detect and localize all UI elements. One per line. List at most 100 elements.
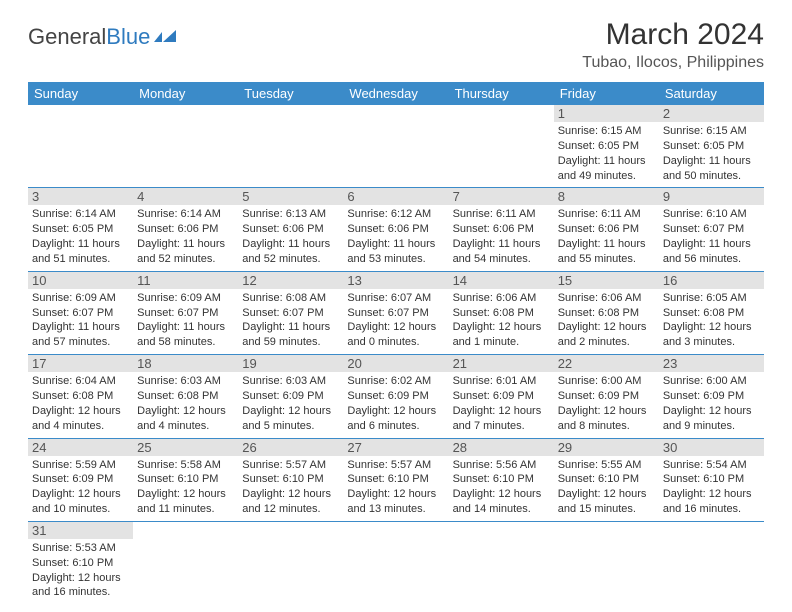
calendar-cell: 6 Sunrise: 6:12 AMSunset: 6:06 PMDaylight… (343, 188, 448, 271)
calendar-cell: 11Sunrise: 6:09 AMSunset: 6:07 PMDayligh… (133, 271, 238, 354)
cell-details: Sunrise: 5:55 AMSunset: 6:10 PMDaylight:… (558, 458, 655, 517)
cell-line: and 55 minutes. (558, 252, 655, 267)
cell-details: Sunrise: 6:03 AMSunset: 6:08 PMDaylight:… (137, 374, 234, 433)
cell-details: Sunrise: 6:02 AMSunset: 6:09 PMDaylight:… (347, 374, 444, 433)
day-number: 31 (28, 522, 133, 539)
day-number: 30 (659, 439, 764, 456)
cell-line: Sunrise: 6:12 AM (347, 207, 444, 222)
cell-line: Daylight: 11 hours (137, 237, 234, 252)
cell-line: Sunrise: 6:06 AM (453, 291, 550, 306)
calendar-cell: 8Sunrise: 6:11 AMSunset: 6:06 PMDaylight… (554, 188, 659, 271)
cell-details: Sunrise: 5:57 AMSunset: 6:10 PMDaylight:… (242, 458, 339, 517)
weekday-header: Thursday (449, 82, 554, 105)
day-number: 26 (238, 439, 343, 456)
cell-details: Sunrise: 6:15 AMSunset: 6:05 PMDaylight:… (663, 124, 760, 183)
cell-details: Sunrise: 6:10 AMSunset: 6:07 PMDaylight:… (663, 207, 760, 266)
calendar-cell (133, 521, 238, 604)
cell-line: and 52 minutes. (242, 252, 339, 267)
cell-line: and 50 minutes. (663, 169, 760, 184)
day-number: 4 (133, 188, 238, 205)
day-number: 23 (659, 355, 764, 372)
cell-line: Sunset: 6:07 PM (242, 306, 339, 321)
day-number: 21 (449, 355, 554, 372)
calendar-cell: 16Sunrise: 6:05 AMSunset: 6:08 PMDayligh… (659, 271, 764, 354)
calendar-cell (133, 105, 238, 188)
cell-line: Daylight: 11 hours (137, 320, 234, 335)
cell-line: Sunrise: 5:59 AM (32, 458, 129, 473)
cell-line: Sunrise: 6:02 AM (347, 374, 444, 389)
cell-line: Sunrise: 6:10 AM (663, 207, 760, 222)
cell-line: Sunset: 6:07 PM (137, 306, 234, 321)
cell-line: Sunrise: 6:15 AM (558, 124, 655, 139)
cell-details: Sunrise: 5:57 AMSunset: 6:10 PMDaylight:… (347, 458, 444, 517)
cell-line: Daylight: 12 hours (347, 487, 444, 502)
day-number: 8 (554, 188, 659, 205)
calendar-cell (449, 521, 554, 604)
cell-line: Sunset: 6:05 PM (558, 139, 655, 154)
calendar-cell: 22Sunrise: 6:00 AMSunset: 6:09 PMDayligh… (554, 355, 659, 438)
weekday-header: Sunday (28, 82, 133, 105)
cell-line: Sunrise: 5:57 AM (347, 458, 444, 473)
cell-line: and 8 minutes. (558, 419, 655, 434)
cell-line: Sunrise: 6:04 AM (32, 374, 129, 389)
cell-line: Daylight: 11 hours (453, 237, 550, 252)
cell-line: and 53 minutes. (347, 252, 444, 267)
cell-line: and 13 minutes. (347, 502, 444, 517)
cell-line: and 4 minutes. (137, 419, 234, 434)
calendar-table: Sunday Monday Tuesday Wednesday Thursday… (28, 82, 764, 604)
day-number: 15 (554, 272, 659, 289)
cell-details: Sunrise: 6:07 AMSunset: 6:07 PMDaylight:… (347, 291, 444, 350)
cell-line: Sunrise: 5:58 AM (137, 458, 234, 473)
cell-line: Sunset: 6:10 PM (453, 472, 550, 487)
cell-line: Daylight: 12 hours (558, 487, 655, 502)
cell-details: Sunrise: 6:01 AMSunset: 6:09 PMDaylight:… (453, 374, 550, 433)
cell-line: Daylight: 12 hours (137, 487, 234, 502)
cell-line: and 56 minutes. (663, 252, 760, 267)
cell-line: Daylight: 12 hours (242, 404, 339, 419)
cell-line: Sunrise: 6:15 AM (663, 124, 760, 139)
cell-line: Daylight: 11 hours (558, 154, 655, 169)
calendar-cell: 29Sunrise: 5:55 AMSunset: 6:10 PMDayligh… (554, 438, 659, 521)
cell-line: Sunrise: 6:14 AM (32, 207, 129, 222)
cell-line: Daylight: 11 hours (663, 154, 760, 169)
cell-details: Sunrise: 6:08 AMSunset: 6:07 PMDaylight:… (242, 291, 339, 350)
calendar-cell: 17Sunrise: 6:04 AMSunset: 6:08 PMDayligh… (28, 355, 133, 438)
cell-details: Sunrise: 6:13 AMSunset: 6:06 PMDaylight:… (242, 207, 339, 266)
cell-details: Sunrise: 6:09 AMSunset: 6:07 PMDaylight:… (32, 291, 129, 350)
calendar-cell (238, 105, 343, 188)
cell-line: Sunset: 6:07 PM (32, 306, 129, 321)
cell-line: Daylight: 12 hours (663, 487, 760, 502)
day-number: 12 (238, 272, 343, 289)
calendar-cell (554, 521, 659, 604)
cell-line: Daylight: 11 hours (558, 237, 655, 252)
cell-line: Sunrise: 5:56 AM (453, 458, 550, 473)
cell-line: Sunset: 6:08 PM (453, 306, 550, 321)
cell-details: Sunrise: 6:12 AMSunset: 6:06 PMDaylight:… (347, 207, 444, 266)
calendar-cell (343, 521, 448, 604)
cell-line: Daylight: 12 hours (453, 404, 550, 419)
calendar-cell: 20Sunrise: 6:02 AMSunset: 6:09 PMDayligh… (343, 355, 448, 438)
day-number: 13 (343, 272, 448, 289)
cell-details: Sunrise: 6:06 AMSunset: 6:08 PMDaylight:… (453, 291, 550, 350)
cell-line: Sunrise: 6:08 AM (242, 291, 339, 306)
cell-line: Sunset: 6:09 PM (347, 389, 444, 404)
cell-line: Sunset: 6:05 PM (32, 222, 129, 237)
cell-line: Sunrise: 6:11 AM (453, 207, 550, 222)
cell-line: Sunset: 6:07 PM (663, 222, 760, 237)
cell-line: Daylight: 11 hours (347, 237, 444, 252)
cell-line: Daylight: 12 hours (32, 487, 129, 502)
calendar-cell: 3Sunrise: 6:14 AMSunset: 6:05 PMDaylight… (28, 188, 133, 271)
day-number: 19 (238, 355, 343, 372)
calendar-week-row: 17Sunrise: 6:04 AMSunset: 6:08 PMDayligh… (28, 355, 764, 438)
cell-line: and 4 minutes. (32, 419, 129, 434)
cell-line: Daylight: 12 hours (663, 320, 760, 335)
calendar-cell: 25Sunrise: 5:58 AMSunset: 6:10 PMDayligh… (133, 438, 238, 521)
calendar-week-row: 31Sunrise: 5:53 AMSunset: 6:10 PMDayligh… (28, 521, 764, 604)
cell-line: Sunset: 6:09 PM (453, 389, 550, 404)
cell-line: and 1 minute. (453, 335, 550, 350)
day-number: 14 (449, 272, 554, 289)
day-number: 6 (343, 188, 448, 205)
cell-details: Sunrise: 6:06 AMSunset: 6:08 PMDaylight:… (558, 291, 655, 350)
cell-line: Daylight: 12 hours (558, 404, 655, 419)
calendar-cell: 5Sunrise: 6:13 AMSunset: 6:06 PMDaylight… (238, 188, 343, 271)
